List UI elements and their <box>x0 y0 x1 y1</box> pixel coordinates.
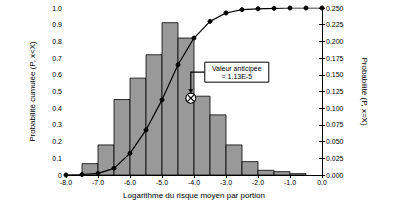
svg-text:0.5: 0.5 <box>52 88 62 95</box>
svg-text:-4.0: -4.0 <box>188 179 200 186</box>
svg-text:0.9: 0.9 <box>52 21 62 28</box>
svg-text:Probabilité (P, x=X): Probabilité (P, x=X) <box>360 57 369 125</box>
svg-text:-2.0: -2.0 <box>252 179 264 186</box>
svg-text:Probabilité cumulée (P, x<X): Probabilité cumulée (P, x<X) <box>28 41 37 142</box>
svg-text:Valeur anticipée: Valeur anticipée <box>212 65 262 73</box>
svg-text:0.2: 0.2 <box>52 138 62 145</box>
svg-text:-8.0: -8.0 <box>60 179 72 186</box>
svg-text:0.0: 0.0 <box>317 179 327 186</box>
svg-text:0.200: 0.200 <box>326 38 344 45</box>
svg-text:0.125: 0.125 <box>326 88 344 95</box>
svg-text:0.4: 0.4 <box>52 105 62 112</box>
svg-text:0.3: 0.3 <box>52 121 62 128</box>
svg-text:-7.0: -7.0 <box>92 179 104 186</box>
svg-text:-5.0: -5.0 <box>156 179 168 186</box>
svg-text:0.075: 0.075 <box>326 121 344 128</box>
svg-text:0.100: 0.100 <box>326 105 344 112</box>
svg-text:0.025: 0.025 <box>326 155 344 162</box>
svg-text:0.225: 0.225 <box>326 21 344 28</box>
svg-text:0: 0 <box>58 172 62 179</box>
svg-text:0.050: 0.050 <box>326 138 344 145</box>
svg-text:1.0: 1.0 <box>52 5 62 12</box>
svg-text:0.000: 0.000 <box>326 172 344 179</box>
svg-text:0.1: 0.1 <box>52 155 62 162</box>
svg-text:Logarithme du risque moyen par: Logarithme du risque moyen par portion <box>123 191 265 200</box>
svg-text:-1.0: -1.0 <box>284 179 296 186</box>
svg-text:0.250: 0.250 <box>326 5 344 12</box>
svg-text:0.6: 0.6 <box>52 71 62 78</box>
svg-text:-3.0: -3.0 <box>220 179 232 186</box>
svg-text:-6.0: -6.0 <box>124 179 136 186</box>
svg-text:0.7: 0.7 <box>52 55 62 62</box>
svg-text:0.8: 0.8 <box>52 38 62 45</box>
svg-text:0.150: 0.150 <box>326 71 344 78</box>
svg-text:0.175: 0.175 <box>326 55 344 62</box>
svg-text:= 1.13E-5: = 1.13E-5 <box>222 73 253 80</box>
